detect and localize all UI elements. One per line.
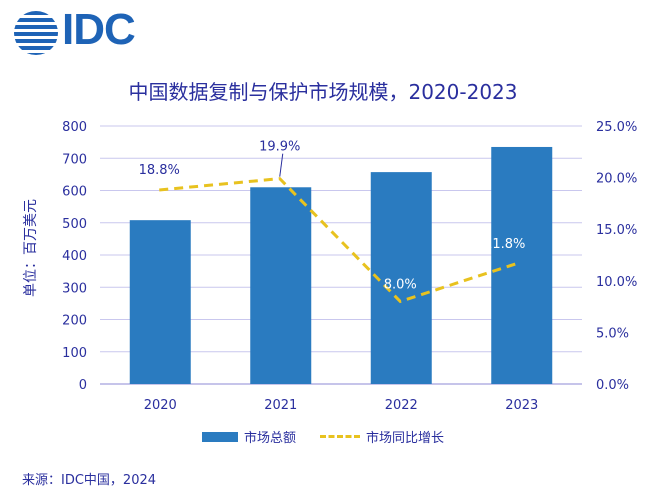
growth-line [159,177,522,304]
legend: 市场总额 市场同比增长 [0,427,646,446]
data-label: 11.8% [484,237,525,252]
legend-label-bar: 市场总额 [243,431,296,446]
y2-tick-label: 10.0% [596,275,637,290]
y-tick-label: 400 [62,249,87,264]
source-note: 来源：IDC中国，2024 [22,473,157,488]
y2-tick-label: 25.0% [596,120,637,135]
y-tick-label: 0 [79,378,87,393]
chart-title: 中国数据复制与保护市场规模，2020-2023 [128,80,518,104]
y-tick-label: 600 [62,185,87,200]
y2-tick-label: 0.0% [596,378,629,393]
y-tick-label: 100 [62,346,87,361]
legend-swatch-line [320,435,360,438]
x-tick-label: 2021 [264,398,297,413]
x-tick-label: 2022 [385,398,418,413]
legend-swatch-bar [201,431,238,442]
x-tick-label: 2020 [144,398,177,413]
data-label: 18.8% [139,163,180,178]
globe-icon [14,11,58,55]
data-label: 19.9% [259,140,300,155]
y-tick-label: 300 [62,281,87,296]
bar [370,172,432,384]
y-tick-label: 800 [62,120,87,135]
bar [491,146,553,384]
y-tick-label: 700 [62,152,87,167]
y2-tick-label: 5.0% [596,326,629,341]
bar [129,220,191,384]
y-tick-label: 200 [62,314,87,329]
y2-tick-label: 15.0% [596,223,637,238]
y2-tick-label: 20.0% [596,172,637,187]
label-leader [279,153,284,177]
data-label: 8.0% [384,277,417,292]
legend-item-bar: 市场总额 [201,427,296,446]
legend-item-line: 市场同比增长 [320,427,444,446]
x-tick-label: 2023 [505,398,538,413]
y-tick-label: 500 [62,217,87,232]
brand-name: IDC [62,5,136,54]
idc-logo [14,11,58,55]
legend-label-line: 市场同比增长 [366,431,445,446]
bar [250,187,312,384]
